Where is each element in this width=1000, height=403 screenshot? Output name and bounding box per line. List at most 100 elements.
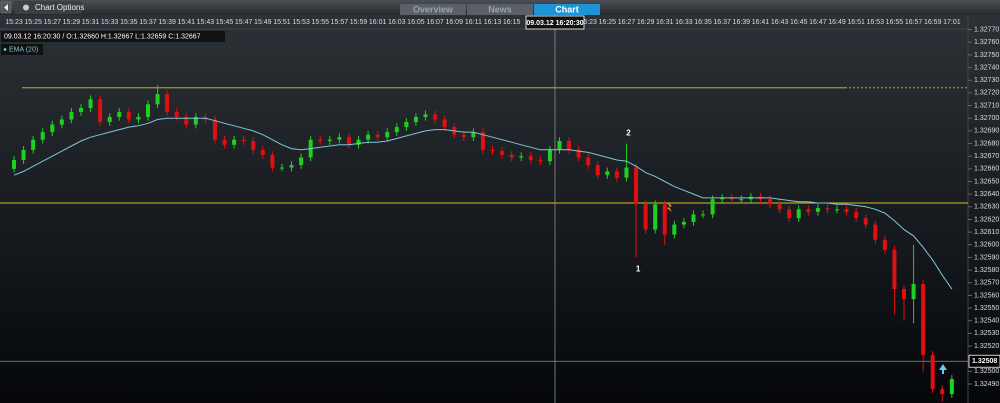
y-tick-label: 1.32530 — [974, 330, 999, 337]
candle-body — [547, 149, 552, 162]
y-tick-label: 1.32620 — [974, 216, 999, 223]
legend-box — [1, 44, 43, 55]
candle-body — [413, 116, 418, 122]
candle-body — [911, 284, 916, 300]
x-tick-label: 16:35 — [694, 19, 712, 26]
candle-body — [701, 214, 706, 216]
candle-body — [98, 99, 103, 122]
candle-body — [117, 111, 122, 117]
candle-body — [423, 114, 428, 117]
y-tick-label: 1.32550 — [974, 305, 999, 312]
x-tick-label: 16:07 — [426, 19, 444, 26]
x-tick-label: 16:13 — [484, 19, 502, 26]
candle-body — [107, 116, 112, 122]
candle-body — [902, 289, 907, 300]
crosshair-box — [525, 15, 585, 30]
tab[interactable] — [400, 4, 466, 15]
chart-options-label: Chart Options — [35, 3, 84, 12]
candle-body — [375, 134, 380, 138]
info-box — [1, 31, 225, 42]
annotation: 2 — [626, 129, 631, 138]
y-tick-label: 1.32750 — [974, 52, 999, 59]
x-tick-label: 15:41 — [177, 19, 195, 26]
x-tick-label: 16:37 — [713, 19, 731, 26]
candle-body — [873, 224, 878, 240]
candle-body — [289, 165, 294, 168]
x-tick-label: 16:23 — [579, 19, 597, 26]
candle-body — [12, 159, 16, 169]
candle-body — [509, 154, 514, 158]
tab-label: Overview — [413, 4, 454, 14]
x-tick-label: 15:49 — [254, 19, 272, 26]
candle-body — [222, 139, 227, 145]
price-box-label: 1.32508 — [972, 358, 997, 365]
y-tick-label: 1.32740 — [974, 64, 999, 71]
x-tick-label: 16:11 — [465, 19, 482, 26]
candle-body — [155, 94, 160, 105]
candle-body — [50, 124, 55, 133]
tab-label: Chart — [555, 4, 579, 14]
y-tick-label: 1.32700 — [974, 115, 999, 122]
candle-body — [480, 132, 485, 150]
candle-body — [241, 139, 246, 141]
trade-marker — [939, 364, 947, 374]
y-tick-label: 1.32640 — [974, 191, 999, 198]
candle-body — [232, 139, 237, 145]
candle-body — [949, 378, 954, 395]
x-tick-label: 15:31 — [82, 19, 100, 26]
legend-label: EMA (20) — [9, 46, 38, 53]
x-tick-label: 16:51 — [847, 19, 865, 26]
x-tick-label: 16:55 — [886, 19, 904, 26]
candle-body — [174, 111, 179, 117]
candle-body — [825, 208, 830, 210]
candle-body — [471, 132, 476, 138]
x-tick-label: 16:41 — [752, 19, 770, 26]
tab-label: News — [488, 4, 512, 14]
x-tick-label: 16:45 — [790, 19, 808, 26]
y-tick-label: 1.32690 — [974, 128, 999, 135]
candle-body — [145, 104, 150, 117]
candle-body — [490, 149, 495, 152]
y-tick-label: 1.32710 — [974, 102, 999, 109]
candle-body — [777, 204, 782, 210]
x-tick-label: 15:43 — [197, 19, 215, 26]
candle-body — [892, 249, 897, 290]
tab[interactable] — [467, 4, 533, 15]
price-box — [968, 354, 1000, 368]
back-icon — [4, 4, 8, 11]
y-tick-label: 1.32760 — [974, 39, 999, 46]
candle-body — [586, 157, 591, 166]
candle-body — [739, 199, 744, 201]
x-tick-label: 15:37 — [139, 19, 157, 26]
candle-body — [806, 209, 811, 212]
annotation: 1 — [636, 265, 641, 274]
x-tick-label: 16:47 — [809, 19, 827, 26]
y-tick-label: 1.32490 — [974, 381, 999, 388]
x-tick-label: 16:59 — [924, 19, 942, 26]
candle-body — [212, 119, 217, 140]
candle-body — [318, 139, 323, 141]
candle-body — [614, 171, 619, 178]
x-tick-label: 15:53 — [292, 19, 310, 26]
candle-body — [768, 199, 773, 205]
y-tick-label: 1.32580 — [974, 267, 999, 274]
x-tick-label: 16:57 — [905, 19, 923, 26]
tab-active[interactable] — [534, 4, 600, 15]
candle-body — [31, 139, 36, 150]
candle-body — [433, 114, 438, 120]
y-tick-label: 1.32520 — [974, 343, 999, 350]
candle-body — [835, 209, 840, 211]
candle-body — [40, 132, 45, 140]
x-tick-label: 15:25 — [24, 19, 42, 26]
candle-body — [346, 137, 351, 145]
candle-body — [854, 211, 859, 219]
candle-body — [930, 354, 935, 390]
candle-body — [78, 108, 83, 112]
y-tick-label: 1.32680 — [974, 140, 999, 147]
chart-options-button[interactable] — [14, 1, 82, 14]
x-tick-label: 16:09 — [445, 19, 463, 26]
x-tick-label: 16:25 — [599, 19, 617, 26]
candle-body — [356, 139, 361, 145]
y-tick-label: 1.32610 — [974, 229, 999, 236]
